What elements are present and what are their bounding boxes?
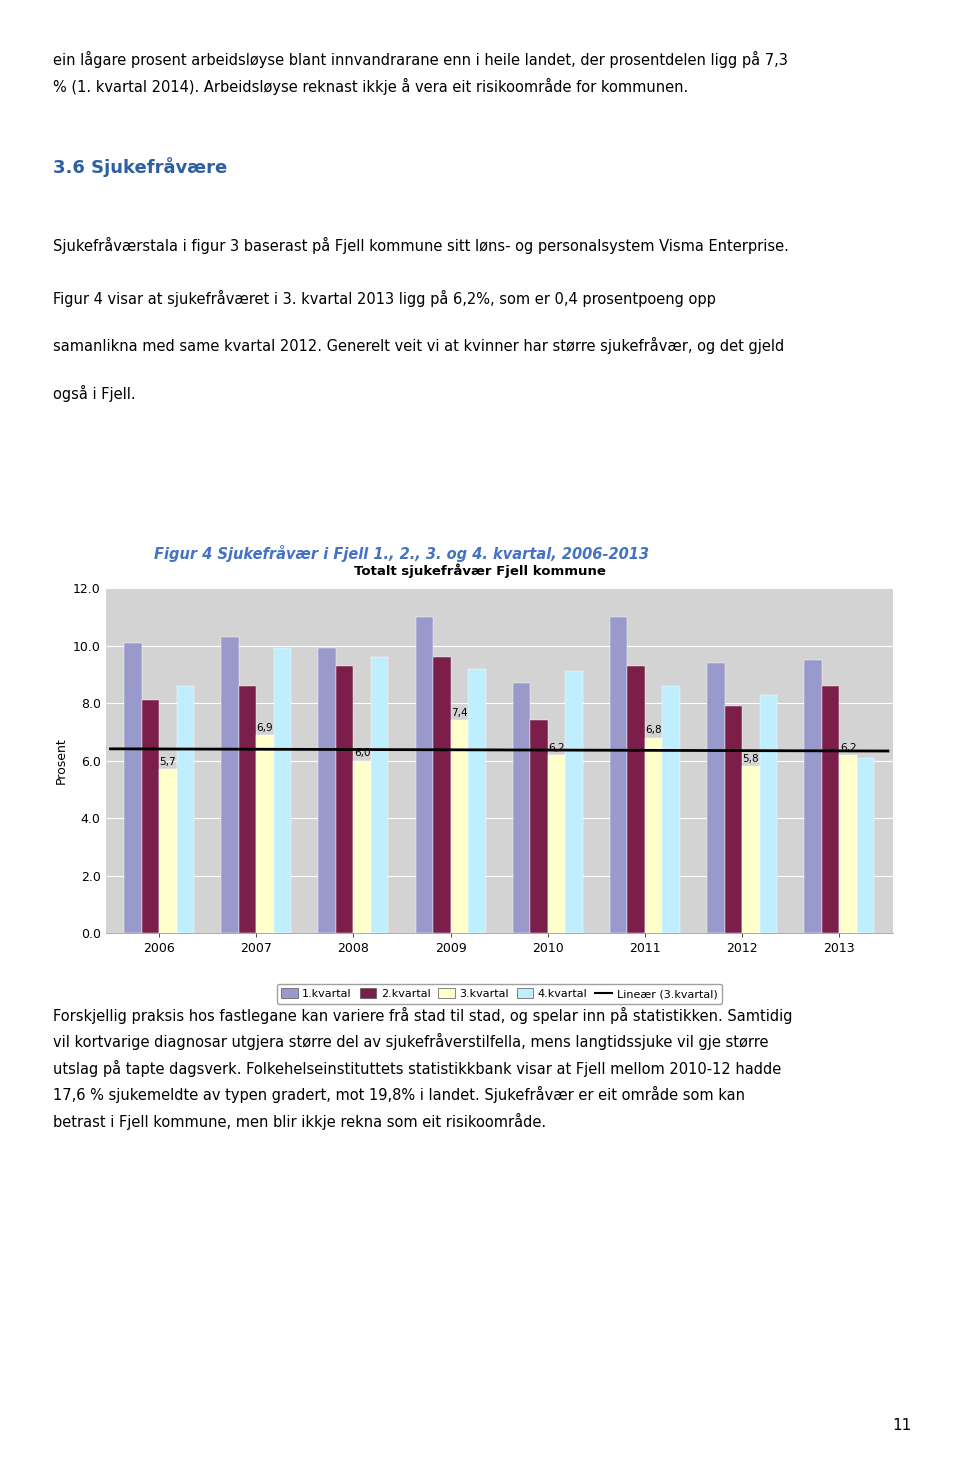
Legend: 1.kvartal, 2.kvartal, 3.kvartal, 4.kvartal, Lineær (3.kvartal): 1.kvartal, 2.kvartal, 3.kvartal, 4.kvart… xyxy=(276,983,722,1004)
Text: 6,8: 6,8 xyxy=(645,725,662,735)
Bar xyxy=(124,642,141,933)
Bar xyxy=(221,637,239,933)
Bar xyxy=(450,720,468,933)
Text: Figur 4 Sjukefråvær i Fjell 1., 2., 3. og 4. kvartal, 2006-2013: Figur 4 Sjukefråvær i Fjell 1., 2., 3. o… xyxy=(154,544,649,562)
Bar xyxy=(742,766,759,933)
Bar xyxy=(433,657,450,933)
Bar xyxy=(839,756,857,933)
Bar xyxy=(804,660,822,933)
Y-axis label: Prosent: Prosent xyxy=(55,738,67,784)
Bar xyxy=(416,617,433,933)
Bar xyxy=(662,686,680,933)
Text: 5,7: 5,7 xyxy=(159,757,176,767)
Bar xyxy=(530,720,548,933)
Text: 3.6 Sjukefråvære: 3.6 Sjukefråvære xyxy=(53,157,228,178)
Text: 6,2: 6,2 xyxy=(548,742,564,753)
Text: Sjukefråværstala i figur 3 baserast på Fjell kommune sitt løns- og personalsyste: Sjukefråværstala i figur 3 baserast på F… xyxy=(53,237,789,254)
Text: betrast i Fjell kommune, men blir ikkje rekna som eit risikoområde.: betrast i Fjell kommune, men blir ikkje … xyxy=(53,1113,546,1130)
Text: også i Fjell.: også i Fjell. xyxy=(53,385,135,401)
Text: 5,8: 5,8 xyxy=(743,754,759,764)
Bar xyxy=(513,684,530,933)
Bar xyxy=(177,686,194,933)
Bar xyxy=(759,694,778,933)
Bar xyxy=(468,669,486,933)
Text: Totalt sjukefråvær Fjell kommune: Totalt sjukefråvær Fjell kommune xyxy=(354,563,606,578)
Bar xyxy=(336,666,353,933)
Bar xyxy=(353,761,371,933)
Text: samanlikna med same kvartal 2012. Generelt veit vi at kvinner har større sjukefr: samanlikna med same kvartal 2012. Genere… xyxy=(53,337,784,354)
Bar xyxy=(141,700,159,933)
Text: vil kortvarige diagnosar utgjera større del av sjukefråverstilfella, mens langti: vil kortvarige diagnosar utgjera større … xyxy=(53,1033,768,1051)
Text: 6,0: 6,0 xyxy=(354,748,371,759)
Bar xyxy=(371,657,389,933)
Text: 11: 11 xyxy=(893,1419,912,1433)
Text: utslag på tapte dagsverk. Folkehelseinstituttets statistikkbank visar at Fjell m: utslag på tapte dagsverk. Folkehelseinst… xyxy=(53,1060,781,1078)
Bar xyxy=(319,648,336,933)
Bar xyxy=(548,756,565,933)
Bar xyxy=(159,769,177,933)
Bar xyxy=(610,617,628,933)
Text: Forskjellig praksis hos fastlegane kan variere frå stad til stad, og spelar inn : Forskjellig praksis hos fastlegane kan v… xyxy=(53,1007,792,1025)
Bar xyxy=(822,686,839,933)
Bar xyxy=(239,686,256,933)
Bar xyxy=(256,735,274,933)
Bar xyxy=(565,672,583,933)
Text: 6,2: 6,2 xyxy=(840,742,856,753)
Text: 6,9: 6,9 xyxy=(256,723,274,732)
Bar xyxy=(708,663,725,933)
Bar xyxy=(857,759,875,933)
Bar xyxy=(645,738,662,933)
Text: Figur 4 visar at sjukefråværet i 3. kvartal 2013 ligg på 6,2%, som er 0,4 prosen: Figur 4 visar at sjukefråværet i 3. kvar… xyxy=(53,290,715,307)
Bar xyxy=(725,706,742,933)
Bar xyxy=(274,648,291,933)
Text: ein lågare prosent arbeidsløyse blant innvandrarane enn i heile landet, der pros: ein lågare prosent arbeidsløyse blant in… xyxy=(53,51,787,69)
Bar xyxy=(628,666,645,933)
Text: 17,6 % sjukemeldte av typen gradert, mot 19,8% i landet. Sjukefråvær er eit områ: 17,6 % sjukemeldte av typen gradert, mot… xyxy=(53,1086,745,1104)
Text: % (1. kvartal 2014). Arbeidsløyse reknast ikkje å vera eit risikoområde for komm: % (1. kvartal 2014). Arbeidsløyse reknas… xyxy=(53,78,688,96)
Text: 7,4: 7,4 xyxy=(451,709,468,719)
